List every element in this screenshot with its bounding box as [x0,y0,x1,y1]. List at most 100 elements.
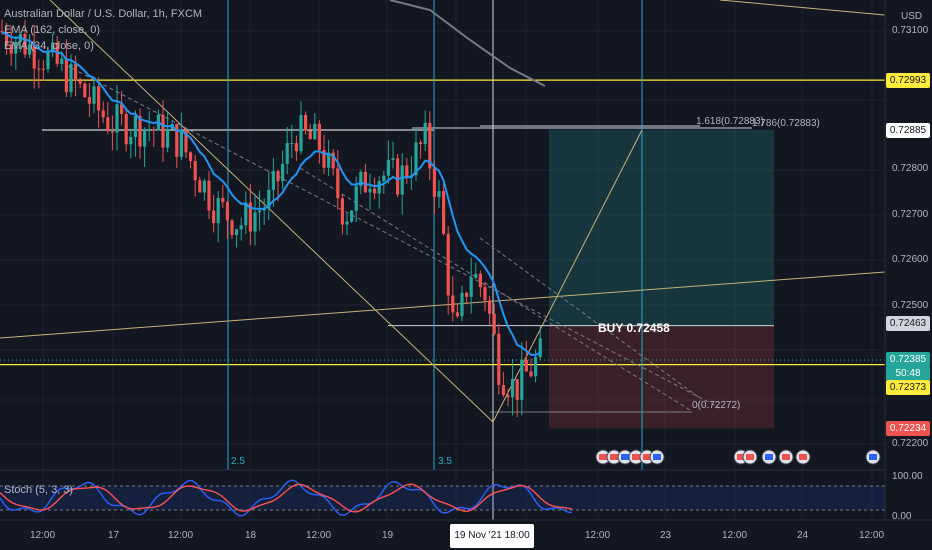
price-tag: 0.72463 [886,316,930,332]
price-axis-label: 0.72200 [892,438,929,449]
candle-body [331,152,335,169]
candle-body [23,33,27,55]
chart-legend[interactable]: Australian Dollar / U.S. Dollar, 1h, FXC… [4,6,202,54]
candle [488,296,492,326]
candle [428,111,432,181]
candle [138,108,142,159]
candle-body [428,122,432,169]
candle-body [225,202,229,221]
candle-body [386,160,390,176]
event-flag-mark [799,454,807,460]
candle-body [267,189,271,209]
time-axis-label: 23 [660,530,672,541]
candle [465,291,469,305]
candle [51,33,55,58]
candle-body [221,197,225,203]
price-tag: 0.72385 [886,352,930,368]
candle [244,191,248,235]
candle [37,59,41,89]
candle [317,120,321,164]
candle-body [216,197,220,224]
candle [267,170,271,220]
candle-body [382,175,386,182]
candle [442,183,446,236]
price-tag: 0.72885 [886,122,930,138]
stoch-k-line [0,479,573,517]
candle-body [308,130,312,140]
candle-body [120,104,124,114]
candle [248,183,252,246]
candle [511,359,515,416]
event-flag-icon [761,449,777,465]
ema-short-label[interactable]: EMA (34, close, 0) [4,40,94,52]
candle-body [212,210,216,224]
stoch-indicator-label[interactable]: Stoch (5, 3, 3) [4,484,74,496]
candle [193,154,197,197]
candle [446,226,450,315]
candle-body [37,68,41,70]
candle-body [497,333,501,385]
loss-zone [549,325,774,429]
ema-34-line [1,31,541,357]
candle-body [515,378,519,400]
candle-body [244,202,248,226]
event-flag-icon [778,449,794,465]
candle-body [442,191,446,234]
ema-long-label[interactable]: EMA (162, close, 0) [4,24,100,36]
channel-line-1 [59,61,721,409]
candle [400,153,404,215]
fib-extension-label-2: 1.786(0.72883) [752,118,820,129]
candle [239,217,243,241]
candle [147,111,151,142]
candle-body [78,80,82,84]
candle [386,140,390,184]
event-flag-mark [737,454,745,460]
candle-body [202,180,206,193]
candle-body [0,31,4,33]
candle [87,83,91,118]
symbol-title[interactable]: Australian Dollar / U.S. Dollar, 1h, FXC… [4,8,203,20]
candle [391,141,395,169]
candle-body [271,171,275,190]
candle [520,342,524,416]
candle [538,325,542,361]
buy-order-label[interactable]: BUY 0.72458 [598,321,670,335]
candle [9,26,13,66]
candle-body [106,117,110,132]
candle [373,177,377,200]
candle-body [285,143,289,164]
candle-body [41,68,45,70]
price-tag: 0.72373 [886,379,930,395]
economic-events[interactable] [595,449,881,465]
candle-body [193,161,197,181]
candle-body [313,123,317,140]
candle [83,81,87,99]
candle [202,179,206,201]
candle [281,150,285,190]
candle [492,303,496,336]
fib-extension-label: 1.618(0.72883) [696,116,764,127]
candle-body [281,163,285,182]
candle-body [115,104,119,133]
price-axis-label: 0.72500 [892,300,929,312]
time-axis-label: 12:00 [30,530,56,541]
candle [0,19,4,35]
candle-body [488,300,492,314]
candle-body [138,115,142,147]
time-axis-label: 19 [382,530,394,541]
candle [331,148,335,176]
candle-body [474,273,478,278]
candle-body [451,295,455,313]
candle-body [437,191,441,197]
candle-body [345,221,349,225]
candle-body [350,210,354,222]
event-flag-mark [782,454,790,460]
candle [198,176,202,193]
candle [529,358,533,378]
candle-body [258,210,262,213]
candle-body [235,229,239,236]
candle [368,173,372,210]
